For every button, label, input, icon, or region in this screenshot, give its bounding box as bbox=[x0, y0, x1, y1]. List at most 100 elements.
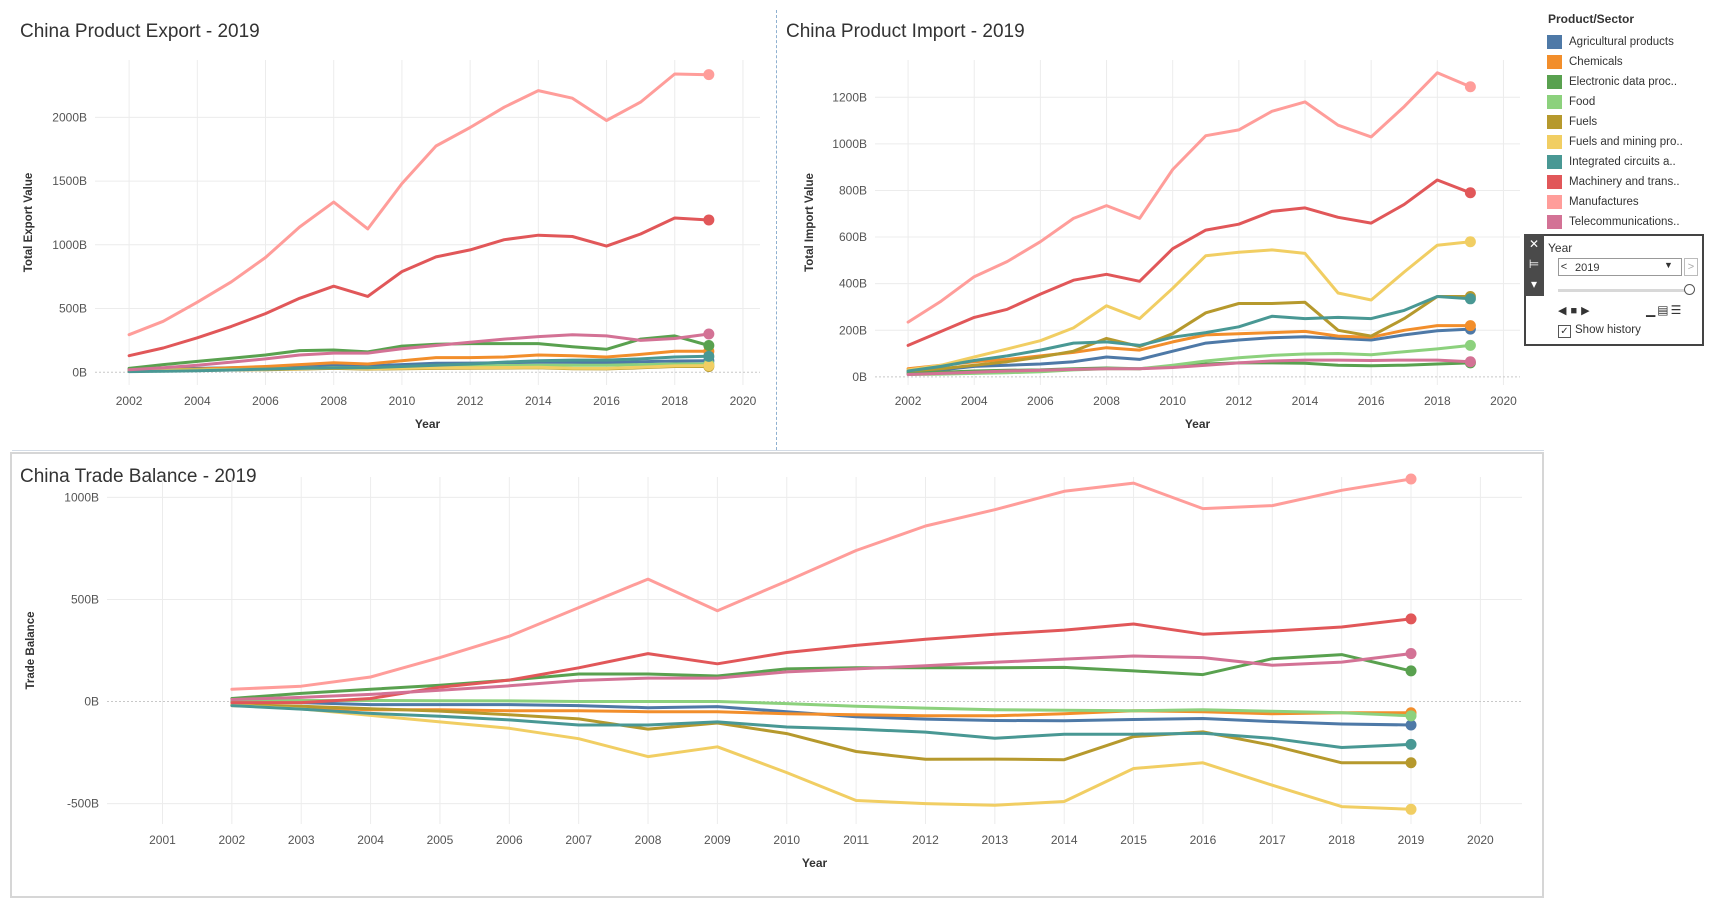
y-tick-label: 200B bbox=[839, 323, 867, 337]
legend-swatch bbox=[1547, 95, 1562, 109]
legend-label: Telecommunications.. bbox=[1569, 216, 1680, 228]
series-line-2 bbox=[230, 653, 1413, 700]
y-tick-label: 600B bbox=[839, 230, 867, 244]
year-filter-title: Year bbox=[1548, 241, 1573, 255]
legend-label: Electronic data proc.. bbox=[1569, 76, 1678, 88]
legend-item[interactable]: Integrated circuits a.. bbox=[1547, 152, 1713, 172]
legend-swatch bbox=[1547, 55, 1562, 69]
legend-item[interactable]: Fuels and mining pro.. bbox=[1547, 132, 1713, 152]
series-line-9 bbox=[127, 332, 711, 372]
y-tick-label: 500B bbox=[71, 592, 99, 606]
x-axis-label: Year bbox=[1185, 417, 1211, 431]
legend-item[interactable]: Agricultural products bbox=[1547, 32, 1713, 52]
x-axis-label: Year bbox=[415, 417, 441, 431]
speed-slow-icon[interactable]: ▁ bbox=[1646, 303, 1658, 317]
x-tick-label: 2012 bbox=[457, 394, 484, 408]
year-prev-button[interactable]: < bbox=[1560, 261, 1568, 273]
panel-divider-vertical bbox=[776, 10, 777, 450]
legend-swatch bbox=[1547, 155, 1562, 169]
legend-swatch bbox=[1547, 195, 1562, 209]
x-tick-label: 2006 bbox=[1027, 394, 1054, 408]
pin-icon[interactable]: ⊨ bbox=[1528, 257, 1540, 271]
series-end-point-5 bbox=[703, 360, 715, 372]
legend-item[interactable]: Electronic data proc.. bbox=[1547, 72, 1713, 92]
y-tick-label: 400B bbox=[839, 277, 867, 291]
x-tick-label: 2007 bbox=[565, 833, 592, 847]
speed-controls: ▁▤☰ bbox=[1646, 303, 1683, 317]
series-end-point-2 bbox=[1405, 665, 1417, 677]
series-end-point-4 bbox=[1405, 757, 1417, 769]
speed-medium-icon[interactable]: ▤ bbox=[1657, 303, 1671, 317]
y-tick-label: 0B bbox=[72, 365, 87, 379]
legend-item[interactable]: Machinery and trans.. bbox=[1547, 172, 1713, 192]
series-end-point-9 bbox=[1405, 648, 1417, 660]
export-line-chart: 2002 2004 2006 2008 2010 2012 2014 2016 2018 2020… bbox=[23, 60, 760, 431]
series-end-point-6 bbox=[1405, 738, 1417, 750]
play-icon[interactable]: ▶ bbox=[1581, 305, 1594, 317]
year-slider-handle[interactable] bbox=[1684, 284, 1695, 295]
y-tick-label: 800B bbox=[839, 183, 867, 197]
series-end-point-8 bbox=[1464, 81, 1476, 93]
x-tick-label: 2014 bbox=[525, 394, 552, 408]
legend-item[interactable]: Telecommunications.. bbox=[1547, 212, 1713, 232]
export-chart-title: China Product Export - 2019 bbox=[20, 21, 260, 42]
stop-icon[interactable]: ■ bbox=[1570, 305, 1582, 317]
legend-label: Integrated circuits a.. bbox=[1569, 156, 1676, 168]
y-tick-label: 2000B bbox=[52, 110, 87, 124]
import-line-chart: 2002 2004 2006 2008 2010 2012 2014 2016 2018 2020… bbox=[804, 60, 1520, 431]
x-tick-label: 2010 bbox=[773, 833, 800, 847]
x-tick-label: 2016 bbox=[593, 394, 620, 408]
y-tick-label: -500B bbox=[67, 797, 99, 811]
x-tick-label: 2018 bbox=[1328, 833, 1355, 847]
year-select[interactable]: 2019 bbox=[1558, 258, 1682, 276]
series-line-1 bbox=[906, 324, 1472, 371]
x-tick-label: 2008 bbox=[635, 833, 662, 847]
year-next-button[interactable]: > bbox=[1684, 258, 1698, 276]
series-end-point-9 bbox=[1464, 356, 1476, 368]
legend-items: Agricultural products Chemicals Electronic… bbox=[1547, 32, 1713, 232]
series-line-6 bbox=[230, 704, 1413, 749]
x-tick-label: 2015 bbox=[1120, 833, 1147, 847]
x-tick-label: 2001 bbox=[149, 833, 176, 847]
step-back-icon[interactable]: ◀ bbox=[1558, 305, 1571, 317]
close-icon[interactable]: ✕ bbox=[1528, 237, 1540, 251]
import-chart-title: China Product Import - 2019 bbox=[786, 21, 1025, 42]
x-tick-label: 2016 bbox=[1358, 394, 1385, 408]
series-end-point-1 bbox=[1464, 320, 1476, 332]
x-tick-label: 2013 bbox=[981, 833, 1008, 847]
menu-caret-icon[interactable]: ▾ bbox=[1530, 277, 1538, 291]
legend-label: Fuels and mining pro.. bbox=[1569, 136, 1683, 148]
show-history-toggle[interactable]: ✓ Show history bbox=[1558, 324, 1641, 338]
x-tick-label: 2018 bbox=[661, 394, 688, 408]
series-line-0 bbox=[906, 327, 1472, 374]
checkbox-checked-icon[interactable]: ✓ bbox=[1558, 325, 1571, 338]
legend-item[interactable]: Fuels bbox=[1547, 112, 1713, 132]
legend-item[interactable]: Manufactures bbox=[1547, 192, 1713, 212]
series-end-point-6 bbox=[1464, 293, 1476, 305]
legend-label: Manufactures bbox=[1569, 196, 1639, 208]
trade-balance-line-chart: 2001 2002 2003 2004 2005 2006 2007 2008 2009 2010… bbox=[25, 473, 1522, 870]
legend-label: Food bbox=[1569, 96, 1596, 108]
x-tick-label: 2008 bbox=[320, 394, 347, 408]
series-end-point-2 bbox=[703, 339, 715, 351]
series-end-point-0 bbox=[1405, 719, 1417, 731]
series-line-4 bbox=[906, 295, 1472, 373]
legend-item[interactable]: Chemicals bbox=[1547, 52, 1713, 72]
balance-chart-title: China Trade Balance - 2019 bbox=[20, 466, 257, 487]
legend-item[interactable]: Food bbox=[1547, 92, 1713, 112]
series-line-9 bbox=[230, 652, 1413, 701]
y-axis-label: Total Export Value bbox=[23, 173, 35, 272]
y-tick-label: 1500B bbox=[52, 174, 87, 188]
series-end-point-5 bbox=[1464, 236, 1476, 248]
speed-fast-icon[interactable]: ☰ bbox=[1670, 303, 1684, 317]
series-line-2 bbox=[127, 334, 711, 370]
series-line-8 bbox=[230, 477, 1413, 691]
legend-swatch bbox=[1547, 175, 1562, 189]
year-slider-track[interactable] bbox=[1558, 289, 1688, 292]
x-tick-label: 2006 bbox=[252, 394, 279, 408]
x-tick-label: 2012 bbox=[912, 833, 939, 847]
series-line-6 bbox=[906, 295, 1472, 373]
legend-swatch bbox=[1547, 115, 1562, 129]
series-line-3 bbox=[230, 699, 1413, 718]
series-line-7 bbox=[230, 617, 1413, 705]
